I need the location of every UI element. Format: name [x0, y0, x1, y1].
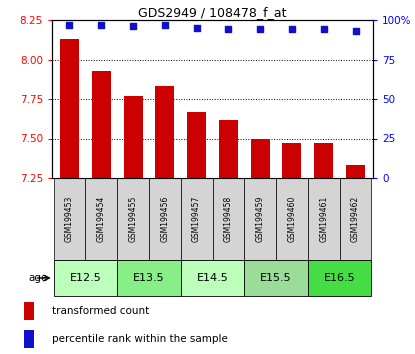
- Bar: [219, 120, 238, 178]
- Text: GSM199459: GSM199459: [256, 196, 265, 242]
- Title: GDS2949 / 108478_f_at: GDS2949 / 108478_f_at: [138, 6, 287, 19]
- Text: E16.5: E16.5: [324, 273, 355, 283]
- Bar: [308, 260, 371, 296]
- Bar: [117, 178, 149, 260]
- Point: [130, 23, 137, 29]
- Text: GSM199462: GSM199462: [351, 196, 360, 242]
- Bar: [187, 112, 206, 178]
- Text: GSM199460: GSM199460: [288, 196, 296, 242]
- Text: age: age: [29, 273, 48, 283]
- Bar: [24, 330, 34, 348]
- Point: [320, 27, 327, 32]
- Point: [225, 27, 232, 32]
- Bar: [54, 178, 85, 260]
- Text: E13.5: E13.5: [133, 273, 165, 283]
- Bar: [251, 138, 270, 178]
- Text: transformed count: transformed count: [52, 306, 149, 316]
- Bar: [155, 86, 174, 178]
- Text: GSM199454: GSM199454: [97, 196, 106, 242]
- Bar: [85, 178, 117, 260]
- Point: [161, 22, 168, 28]
- Bar: [308, 178, 339, 260]
- Point: [98, 22, 105, 28]
- Point: [352, 28, 359, 34]
- Bar: [149, 178, 181, 260]
- Point: [66, 22, 73, 28]
- Text: E12.5: E12.5: [69, 273, 101, 283]
- Bar: [276, 178, 308, 260]
- Bar: [244, 260, 308, 296]
- Bar: [181, 260, 244, 296]
- Bar: [346, 165, 365, 178]
- Text: percentile rank within the sample: percentile rank within the sample: [52, 334, 228, 344]
- Bar: [124, 96, 143, 178]
- Text: E14.5: E14.5: [197, 273, 228, 283]
- Text: GSM199458: GSM199458: [224, 196, 233, 242]
- Point: [289, 27, 295, 32]
- Text: GSM199453: GSM199453: [65, 196, 74, 242]
- Bar: [60, 39, 79, 178]
- Bar: [92, 70, 111, 178]
- Bar: [24, 302, 34, 320]
- Point: [193, 25, 200, 31]
- Bar: [283, 143, 301, 178]
- Bar: [339, 178, 371, 260]
- Bar: [314, 143, 333, 178]
- Text: GSM199461: GSM199461: [319, 196, 328, 242]
- Bar: [181, 178, 212, 260]
- Text: GSM199457: GSM199457: [192, 196, 201, 242]
- Bar: [212, 178, 244, 260]
- Point: [257, 27, 264, 32]
- Bar: [117, 260, 181, 296]
- Text: E15.5: E15.5: [260, 273, 292, 283]
- Text: GSM199455: GSM199455: [129, 196, 137, 242]
- Text: GSM199456: GSM199456: [160, 196, 169, 242]
- Bar: [54, 260, 117, 296]
- Bar: [244, 178, 276, 260]
